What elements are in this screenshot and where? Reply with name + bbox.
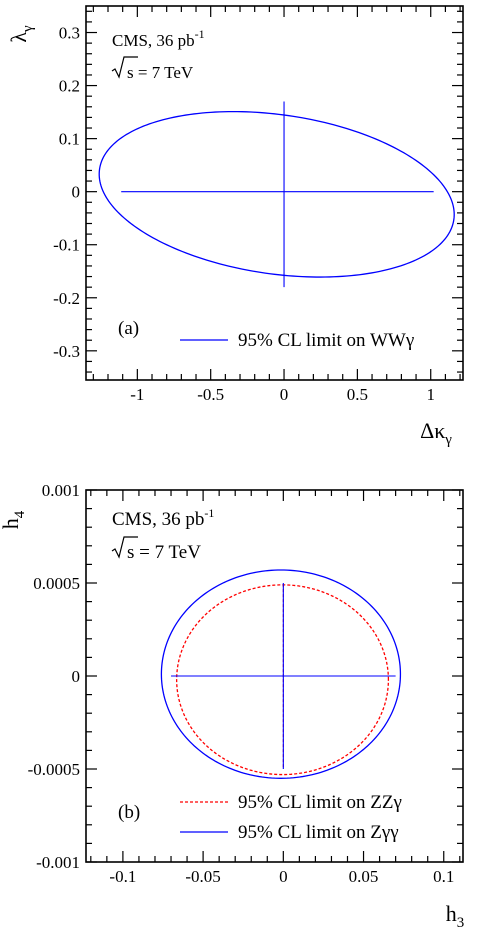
y-tick-label: 0.3 xyxy=(59,24,80,43)
x-tick-label: 1 xyxy=(426,385,435,404)
annotation-experiment: CMS, 36 pb-1 xyxy=(112,27,205,50)
sqrt-symbol xyxy=(111,56,138,79)
y-tick-label: 0 xyxy=(72,667,81,686)
y-tick-label: -0.1 xyxy=(53,236,80,255)
legend-label: 95% CL limit on Zγγ xyxy=(238,822,399,843)
x-tick-label: -0.05 xyxy=(185,867,220,886)
y-tick-label: -0.2 xyxy=(53,289,80,308)
annotation-experiment: CMS, 36 pb-1 xyxy=(112,506,214,530)
legend-label: 95% CL limit on WWγ xyxy=(238,330,414,351)
y-tick-label: 0.2 xyxy=(59,77,80,96)
x-tick-label: 0 xyxy=(279,867,288,886)
x-tick-label: -0.5 xyxy=(197,385,224,404)
contour-1 xyxy=(175,584,390,776)
y-tick-label: -0.001 xyxy=(36,853,80,872)
chart-panel-b: -0.1 -0.05 0 0.05 0.1 0.001 0.0005 0 -0.0005 -0.0… xyxy=(0,481,464,930)
chart-panel-a: -1 -0.5 0 0.5 1 0.3 0.2 0.1 0 -0.1 -0.2 -0.3 Δκγ λγ CM… xyxy=(6,5,464,448)
y-tick-label: 0.001 xyxy=(42,481,80,500)
x-axis-title: h3 xyxy=(446,901,465,930)
x-tick-label: 0.1 xyxy=(433,867,454,886)
y-tick-label: 0.0005 xyxy=(33,574,80,593)
legend-label: 95% CL limit on ZZγ xyxy=(238,792,402,813)
sqrt-symbol xyxy=(111,536,138,559)
y-tick-label: -0.3 xyxy=(53,342,80,361)
plot-frame xyxy=(85,5,464,381)
x-tick-label: -1 xyxy=(130,385,144,404)
x-tick-label: -0.1 xyxy=(109,867,136,886)
y-tick-label: -0.0005 xyxy=(28,760,80,779)
contour-2 xyxy=(160,569,402,779)
x-axis-title: Δκγ xyxy=(420,418,452,448)
annotation-energy: s = 7 TeV xyxy=(127,63,194,82)
y-axis-title: λγ xyxy=(6,25,36,43)
panel-label: (a) xyxy=(118,318,139,339)
x-tick-label: 0.5 xyxy=(347,385,368,404)
contour-1 xyxy=(98,110,455,278)
x-tick-label: 0 xyxy=(280,385,289,404)
annotation-energy: s = 7 TeV xyxy=(127,542,201,563)
panel-label: (b) xyxy=(118,802,140,823)
y-axis-title: h4 xyxy=(0,510,28,529)
y-tick-label: 0.1 xyxy=(59,130,80,149)
x-tick-label: 0.05 xyxy=(349,867,379,886)
y-tick-label: 0 xyxy=(72,183,81,202)
